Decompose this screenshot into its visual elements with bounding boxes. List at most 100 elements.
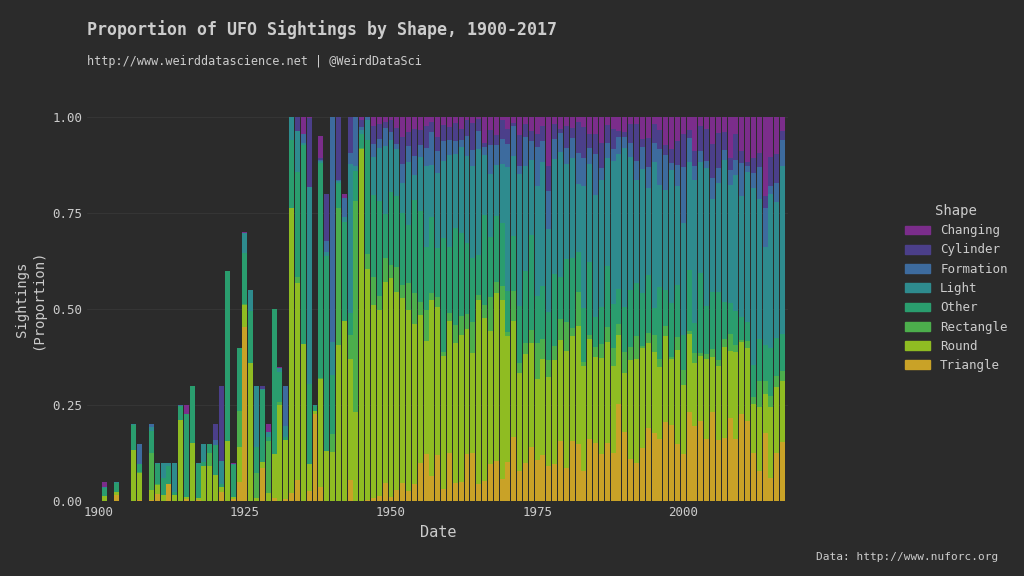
Bar: [664, 117, 669, 145]
Bar: [640, 346, 645, 348]
Bar: [342, 199, 347, 217]
Bar: [675, 336, 680, 350]
Bar: [377, 124, 382, 139]
Bar: [494, 216, 499, 282]
Bar: [768, 194, 773, 348]
Bar: [751, 158, 756, 173]
Bar: [470, 321, 475, 353]
Bar: [470, 353, 475, 453]
Bar: [237, 482, 242, 501]
Bar: [710, 178, 715, 199]
Bar: [213, 425, 218, 439]
Bar: [733, 353, 738, 439]
Bar: [698, 356, 703, 420]
Bar: [476, 131, 481, 150]
Bar: [178, 406, 183, 419]
Bar: [558, 133, 563, 151]
Bar: [552, 346, 557, 360]
Bar: [500, 286, 505, 300]
Bar: [506, 461, 510, 501]
Bar: [698, 162, 703, 272]
Bar: [260, 468, 265, 501]
Bar: [271, 309, 276, 454]
Bar: [342, 321, 347, 501]
Bar: [155, 484, 160, 486]
Bar: [435, 297, 440, 307]
Bar: [646, 343, 650, 428]
Bar: [470, 453, 475, 501]
Bar: [424, 147, 429, 166]
Bar: [347, 335, 352, 359]
Bar: [722, 132, 727, 150]
Bar: [692, 353, 697, 363]
Bar: [412, 324, 417, 484]
Bar: [172, 463, 177, 464]
Bar: [184, 499, 188, 501]
Bar: [137, 500, 142, 501]
Bar: [751, 173, 756, 188]
Bar: [166, 484, 171, 501]
Bar: [330, 117, 335, 342]
Bar: [541, 456, 546, 501]
Bar: [774, 376, 779, 387]
Bar: [453, 325, 458, 343]
Bar: [284, 437, 289, 440]
Bar: [705, 161, 710, 168]
Bar: [523, 354, 528, 463]
Bar: [664, 336, 669, 422]
Bar: [506, 117, 510, 130]
Bar: [237, 447, 242, 482]
Bar: [727, 302, 732, 334]
Bar: [587, 148, 592, 164]
Bar: [260, 386, 265, 389]
Bar: [710, 412, 715, 501]
Bar: [634, 283, 639, 336]
Bar: [137, 464, 142, 472]
Bar: [347, 153, 352, 164]
Bar: [675, 444, 680, 501]
Bar: [535, 147, 540, 185]
Bar: [248, 290, 253, 312]
Bar: [763, 196, 768, 208]
Bar: [465, 314, 469, 329]
Bar: [687, 270, 691, 331]
Bar: [148, 500, 154, 501]
Bar: [610, 366, 615, 453]
Bar: [446, 321, 452, 453]
Bar: [541, 126, 546, 141]
Bar: [295, 131, 300, 172]
Bar: [424, 126, 429, 147]
Bar: [616, 404, 622, 501]
Bar: [535, 380, 540, 460]
Bar: [289, 117, 294, 140]
Bar: [429, 122, 434, 132]
Bar: [500, 117, 505, 120]
Bar: [295, 480, 300, 501]
Bar: [664, 190, 669, 290]
Bar: [616, 324, 622, 335]
Bar: [692, 151, 697, 166]
Bar: [582, 308, 587, 362]
Bar: [301, 117, 306, 134]
Bar: [371, 145, 376, 157]
Bar: [435, 307, 440, 455]
Bar: [517, 471, 522, 501]
Bar: [623, 137, 628, 148]
Bar: [289, 207, 294, 493]
Bar: [441, 141, 446, 161]
Bar: [453, 123, 458, 141]
Bar: [424, 117, 429, 126]
Bar: [569, 328, 574, 336]
Bar: [114, 492, 119, 495]
Bar: [219, 386, 224, 461]
Bar: [774, 202, 779, 338]
Bar: [482, 142, 487, 147]
Bar: [446, 156, 452, 247]
Bar: [587, 262, 592, 335]
Bar: [114, 482, 119, 483]
Bar: [377, 310, 382, 496]
Bar: [243, 233, 248, 253]
Bar: [681, 223, 686, 335]
Bar: [705, 117, 710, 130]
Bar: [418, 316, 423, 463]
